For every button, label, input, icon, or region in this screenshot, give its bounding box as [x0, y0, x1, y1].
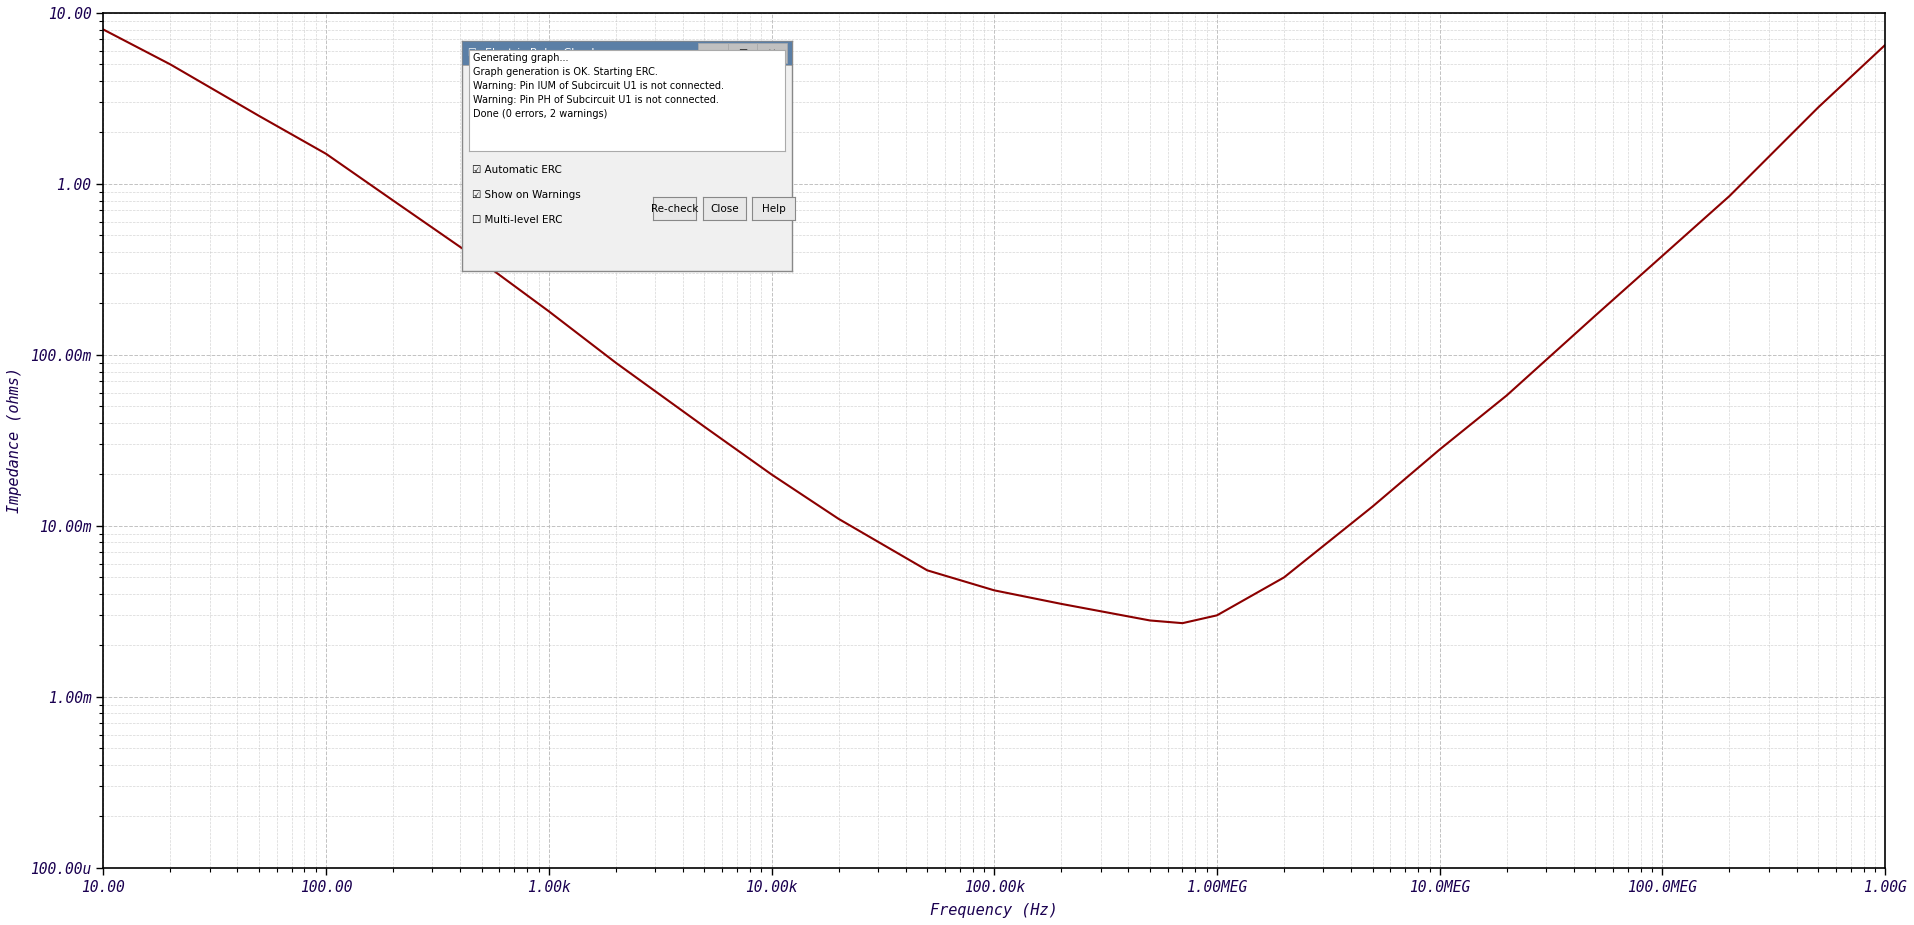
Text: Help: Help: [762, 204, 787, 214]
Text: Electric Rules Check: Electric Rules Check: [484, 48, 597, 58]
Text: □: □: [739, 48, 746, 58]
Text: ☑ Automatic ERC: ☑ Automatic ERC: [473, 165, 563, 175]
Text: Generating graph...
Graph generation is OK. Starting ERC.
Warning: Pin IUM of Su: Generating graph... Graph generation is …: [473, 54, 723, 119]
Y-axis label: Impedance (ohms): Impedance (ohms): [8, 367, 21, 513]
FancyBboxPatch shape: [758, 43, 787, 63]
FancyBboxPatch shape: [727, 43, 758, 63]
Text: Close: Close: [710, 204, 739, 214]
Text: ─: ─: [710, 48, 716, 58]
Text: Re-check: Re-check: [651, 204, 699, 214]
FancyBboxPatch shape: [699, 43, 727, 63]
Text: ✕: ✕: [768, 48, 777, 58]
Text: ☑: ☑: [467, 48, 477, 58]
Text: ☑ Show on Warnings: ☑ Show on Warnings: [473, 191, 582, 200]
Text: ☐ Multi-level ERC: ☐ Multi-level ERC: [473, 216, 563, 225]
X-axis label: Frequency (Hz): Frequency (Hz): [930, 903, 1058, 918]
